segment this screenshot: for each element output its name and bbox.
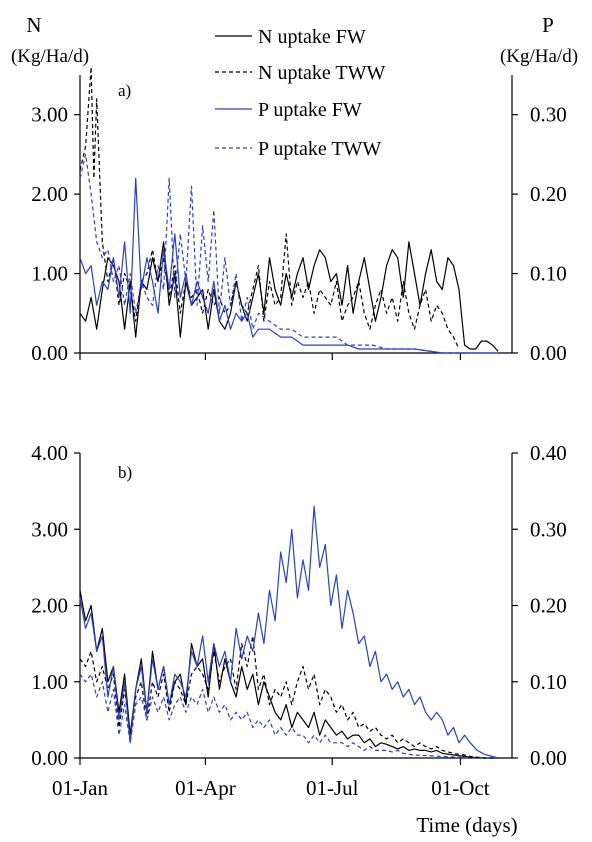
panel-a-right-tick-label: 0.00 [530,341,567,365]
panel-b: b) 0.00 1.00 2.00 3.00 4.00 0.00 0.10 0.20 0.30 0… [31,441,567,800]
panel-b-series-p-uptake-fw [79,505,499,759]
panel-b-x-tick-label: 01-Oct [431,776,489,800]
legend-label-n-tww: N uptake TWW [258,62,385,84]
panel-b-series-p-uptake-tww [79,673,499,759]
panel-b-left-tick-label: 0.00 [31,746,68,770]
panel-b-left-tick-label: 4.00 [31,441,68,465]
legend-label-p-fw: P uptake FW [258,99,362,121]
panel-a-left-tick-label: 1.00 [31,262,68,286]
panel-b-x-tick-label: 01-Apr [175,776,236,800]
panel-b-left-tick-label: 2.00 [31,594,68,618]
legend-label-n-fw: N uptake FW [258,26,366,48]
panel-a-label: a) [118,81,131,100]
panel-a-series-n-uptake-tww [79,66,460,350]
panel-a-left-tick-label: 0.00 [31,341,68,365]
panel-a-right-tick-label: 0.30 [530,103,567,127]
panel-b-right-tick-label: 0.20 [530,594,567,618]
panel-b-series-n-uptake-tww [79,635,499,759]
legend: N uptake FW N uptake TWW P uptake FW P u… [215,26,385,160]
right-axis-unit: (Kg/Ha/d) [500,46,578,67]
left-axis-unit: (Kg/Ha/d) [11,46,89,67]
x-axis-title: Time (days) [416,813,517,837]
right-axis-symbol: P [542,13,554,37]
panel-a-series-p-uptake-fw [79,177,499,354]
panel-b-x-tick-label: 01-Jul [306,776,359,800]
panel-b-x-tick-label: 01-Jan [52,776,108,800]
panel-b-right-tick-label: 0.10 [530,670,567,694]
legend-label-p-tww: P uptake TWW [258,138,381,160]
panel-b-left-tick-label: 1.00 [31,670,68,694]
panel-a: a) 0.00 1.00 2.00 3.00 0.00 0.10 0.20 0.30 [31,66,567,365]
panel-a-right-tick-label: 0.10 [530,262,567,286]
panel-a-left-tick-label: 2.00 [31,182,68,206]
panel-b-right-tick-label: 0.00 [530,746,567,770]
panel-a-left-tick-label: 3.00 [31,103,68,127]
left-axis-symbol: N [26,13,41,37]
panel-b-label: b) [118,463,132,482]
panel-b-right-tick-label: 0.40 [530,441,567,465]
panel-b-right-tick-label: 0.30 [530,517,567,541]
panel-a-right-tick-label: 0.20 [530,182,567,206]
panel-b-left-tick-label: 3.00 [31,517,68,541]
panel-a-series-n-uptake-fw [79,241,499,352]
panel-a-series-p-uptake-tww [79,153,471,354]
